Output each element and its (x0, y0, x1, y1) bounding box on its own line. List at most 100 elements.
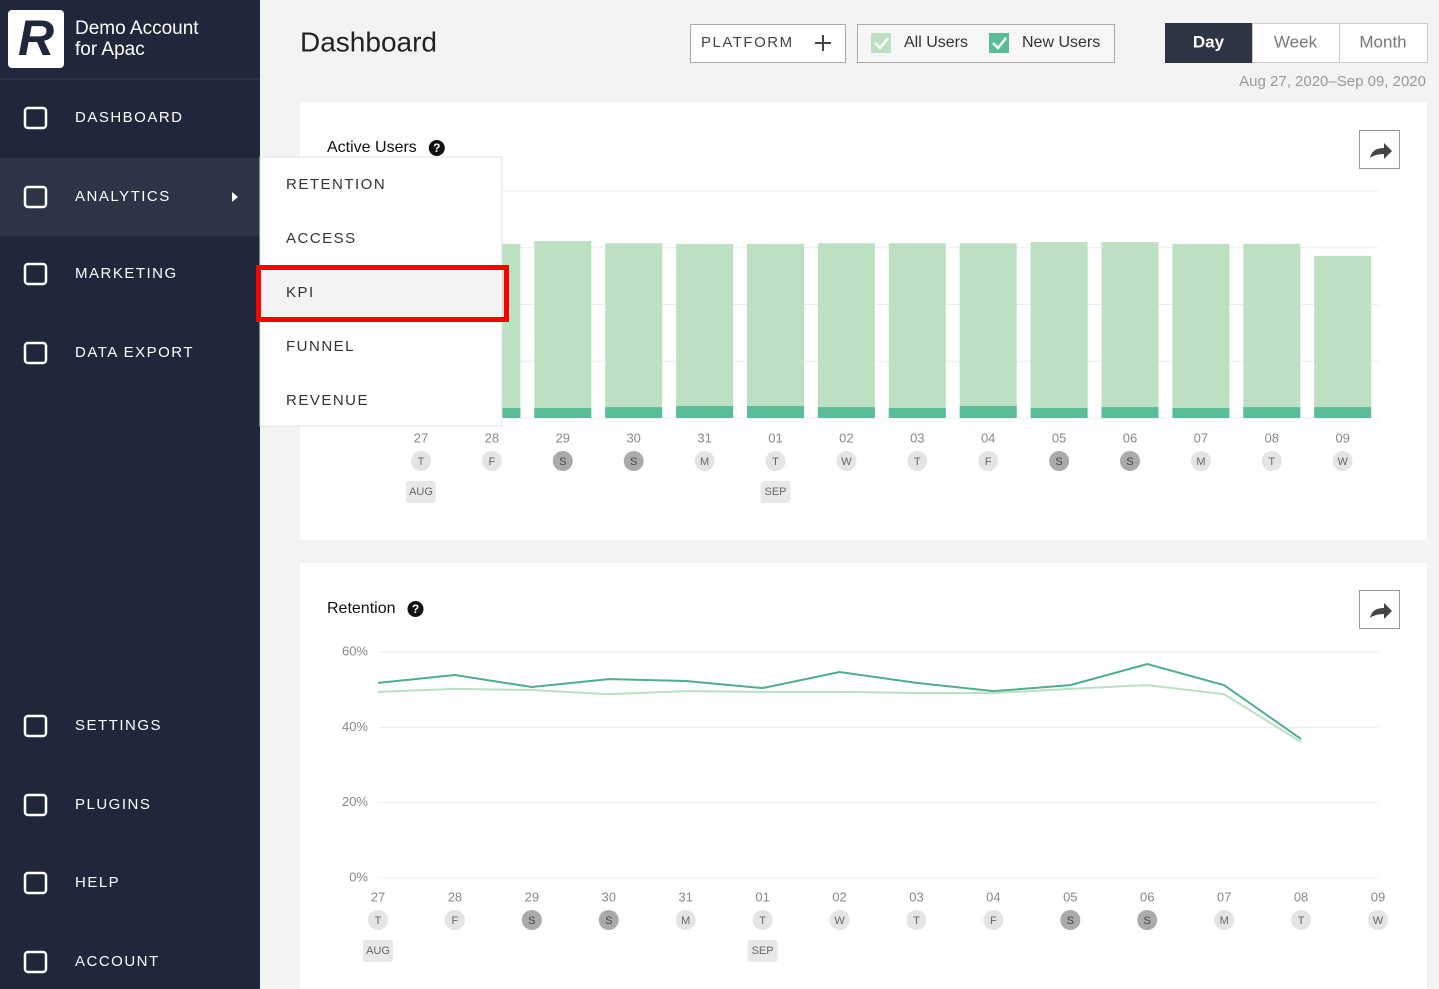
period-button[interactable] (1252, 23, 1340, 63)
x-tick-label: 07 (1194, 430, 1208, 445)
check-mark (874, 37, 889, 50)
submenu-item[interactable]: KPI (286, 284, 315, 301)
account-name[interactable]: Demo Account (75, 18, 199, 39)
month-label: AUG (409, 486, 433, 498)
weekday-label: T (418, 456, 425, 468)
nav-item[interactable]: DATA EXPORT (75, 344, 194, 361)
highlight-box (256, 265, 509, 322)
bar (676, 243, 734, 418)
weekday-badge (552, 451, 573, 471)
submenu-item[interactable]: ACCESS (286, 230, 357, 247)
weekday-label: M (1220, 915, 1229, 927)
nav-item[interactable]: SETTINGS (75, 717, 162, 734)
bar (1030, 408, 1088, 418)
month-badge (363, 940, 393, 962)
x-tick-label: 02 (832, 889, 846, 904)
nav-item[interactable]: DASHBOARD (75, 109, 184, 126)
weekday-label: W (834, 915, 845, 927)
check-mark (992, 37, 1007, 50)
nav-icon (23, 341, 48, 365)
help-glyph: ? (433, 141, 440, 155)
weekday-label: T (772, 456, 779, 468)
bar (1243, 407, 1301, 418)
weekday-badge (444, 910, 465, 930)
weekday-badge (1291, 910, 1312, 930)
submenu-item[interactable]: REVENUE (286, 392, 369, 409)
filter-label[interactable]: All Users (904, 34, 968, 51)
nav-item[interactable]: ACCOUNT (75, 953, 160, 970)
retention-line (377, 663, 1302, 740)
weekday-label: S (630, 456, 637, 468)
weekday-badge (1332, 451, 1353, 471)
weekday-badge (368, 910, 388, 930)
weekday-label: S (1055, 456, 1062, 468)
bar (1172, 408, 1230, 418)
weekday-badge (675, 910, 696, 930)
weekday-label: W (1338, 456, 1349, 468)
checkbox[interactable] (871, 33, 891, 53)
bar (605, 407, 663, 418)
x-tick-label: 02 (839, 430, 853, 445)
nav-item[interactable]: MARKETING (75, 265, 178, 282)
help-icon[interactable] (407, 601, 424, 617)
logo (8, 10, 64, 68)
weekday-badge (1190, 451, 1211, 471)
x-tick-label: 29 (525, 889, 539, 904)
submenu-item[interactable]: RETENTION (286, 176, 386, 193)
x-tick-label: 01 (768, 430, 782, 445)
nav: DASHBOARD ANALYTICS MARKETING DATA EXPORT SE… (23, 106, 194, 974)
page-title: Dashboard (300, 26, 437, 57)
weekday-label: S (605, 915, 612, 927)
weekday-label: M (700, 456, 709, 468)
weekday-label: M (681, 915, 690, 927)
weekday-badge (1368, 910, 1388, 930)
x-tick-label: 31 (697, 430, 711, 445)
analytics-submenu: RETENTION ACCESS KPI FUNNEL REVENUE (256, 156, 509, 427)
x-tick-label: 04 (986, 889, 1000, 904)
x-tick-label: 07 (1217, 889, 1231, 904)
x-tick-label: 06 (1123, 430, 1137, 445)
retention-line (377, 684, 1302, 743)
weekday-label: T (1268, 456, 1275, 468)
period-button[interactable] (1165, 23, 1253, 63)
date-range: Aug 27, 2020–Sep 09, 2020 (1239, 73, 1426, 90)
bar (817, 407, 875, 418)
nav-icon (23, 714, 48, 738)
nav-item[interactable]: HELP (75, 874, 120, 891)
chart-title: Active Users (327, 139, 417, 156)
month-label: SEP (764, 486, 786, 498)
x-tick-label: 30 (626, 430, 640, 445)
bar (747, 405, 804, 418)
weekday-label: T (375, 915, 382, 927)
weekday-label: S (1126, 456, 1133, 468)
x-tick-label: 03 (909, 889, 923, 904)
bar (605, 243, 663, 418)
period-button[interactable] (1339, 23, 1428, 63)
bar (534, 240, 592, 418)
weekday-label: T (1298, 915, 1305, 927)
bar (1314, 407, 1372, 418)
x-tick-label: 27 (414, 430, 428, 445)
weekday-badge (1049, 451, 1070, 471)
y-tick-label: 40% (342, 719, 368, 734)
submenu-arrow (232, 192, 238, 202)
x-tick-label: 29 (556, 430, 570, 445)
chart-title: Retention (327, 600, 396, 617)
weekday-badge (836, 451, 857, 471)
filter-label[interactable]: New Users (1022, 34, 1100, 51)
share-icon (1370, 143, 1392, 159)
nav-item[interactable]: PLUGINS (75, 796, 151, 813)
bar (1101, 242, 1159, 418)
checkbox[interactable] (989, 33, 1009, 53)
bar (959, 243, 1017, 418)
nav-item[interactable]: ANALYTICS (75, 188, 171, 205)
account-name[interactable]: for Apac (75, 39, 145, 60)
submenu-item[interactable]: FUNNEL (286, 338, 355, 355)
y-tick-label: 0% (349, 869, 368, 884)
weekday-badge (1261, 451, 1282, 471)
weekday-badge (521, 910, 542, 930)
help-icon[interactable] (428, 140, 445, 156)
retention-card (300, 563, 1427, 989)
sidebar (0, 0, 260, 989)
weekday-badge (983, 910, 1004, 930)
